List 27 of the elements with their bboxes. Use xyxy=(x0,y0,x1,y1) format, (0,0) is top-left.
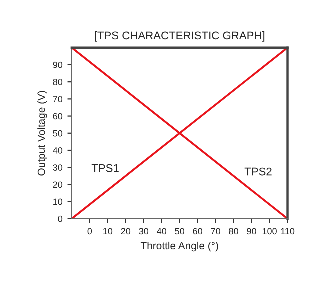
x-tick-label: 60 xyxy=(193,228,203,235)
x-tick-label: 40 xyxy=(157,228,167,235)
y-tick-label: 60 xyxy=(53,113,63,120)
x-axis-title: Throttle Angle (°) xyxy=(140,242,218,252)
y-tick-label: 10 xyxy=(54,198,63,206)
y-tick-label: 90 xyxy=(53,62,63,68)
x-tick-label: 10 xyxy=(104,228,113,235)
x-tick-label: 70 xyxy=(211,228,220,235)
y-tick-label: 0 xyxy=(58,216,63,222)
y-tick-label: 70 xyxy=(53,96,63,103)
series-label: TPS2 xyxy=(244,168,272,176)
y-tick-label: 30 xyxy=(53,164,63,171)
chart-title: [TPS CHARACTERISTIC GRAPH] xyxy=(95,31,265,42)
y-tick-label: 20 xyxy=(53,182,63,188)
x-tick-label: 100 xyxy=(262,228,277,235)
y-tick-label: 80 xyxy=(53,79,63,86)
y-tick-label: 40 xyxy=(53,147,63,154)
x-tick-label: 110 xyxy=(281,228,295,235)
y-axis-title: Output Voltage (V) xyxy=(38,91,48,176)
x-tick-label: 80 xyxy=(229,228,238,235)
x-tick-label: 20 xyxy=(121,228,131,235)
series-label: TPS1 xyxy=(92,164,119,172)
y-tick-label: 50 xyxy=(53,130,63,137)
x-tick-label: 0 xyxy=(88,228,92,235)
x-tick-label: 50 xyxy=(175,228,185,235)
x-tick-label: 30 xyxy=(139,228,149,235)
x-tick-label: 90 xyxy=(247,228,256,235)
